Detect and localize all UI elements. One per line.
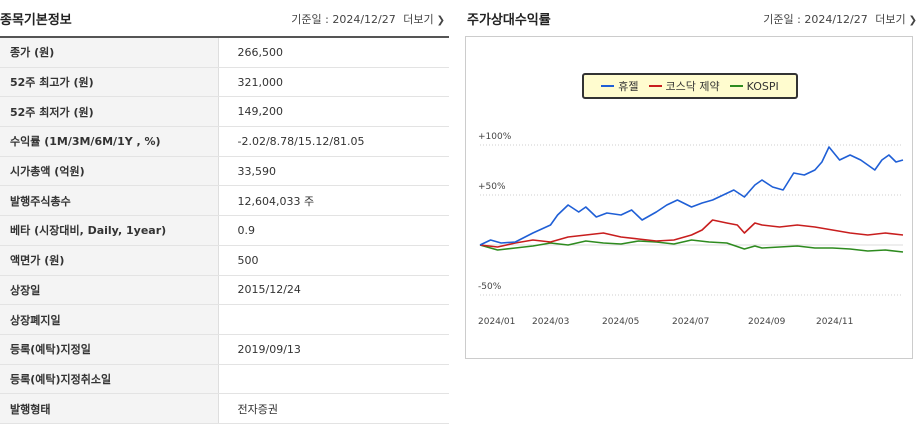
info-row: 상장일 2015/12/24: [0, 275, 449, 306]
info-row-label: 시가총액 (억원): [0, 156, 219, 187]
info-row: 발행주식총수 12,604,033 주: [0, 185, 449, 217]
chart-plot: [479, 144, 904, 296]
series-line: [479, 146, 904, 246]
info-row-value: 전자증권: [218, 393, 449, 424]
info-row: 수익률 (1M/3M/6M/1Y , %) -2.02/8.78/15.12/81…: [0, 126, 449, 157]
info-row: 종가 (원) 266,500: [0, 38, 449, 68]
info-row: 52주 최고가 (원) 321,000: [0, 67, 449, 98]
info-row-label: 발행형태: [0, 393, 219, 424]
info-row: 등록(예탁)지정일 2019/09/13: [0, 334, 449, 365]
legend-label: 휴젤: [618, 80, 639, 93]
info-row-label: 종가 (원): [0, 38, 219, 68]
x-tick-label: 2024/07: [672, 317, 710, 327]
chart-legend: 휴젤 코스닥 제약 KOSPI: [582, 73, 798, 99]
x-tick-label: 2024/05: [602, 317, 640, 327]
info-row-label: 액면가 (원): [0, 245, 219, 276]
info-row-label: 수익률 (1M/3M/6M/1Y , %): [0, 126, 219, 157]
info-row-label: 상장폐지일: [0, 304, 219, 335]
series-line: [479, 219, 904, 248]
chevron-right-icon[interactable]: ❯: [908, 15, 917, 26]
info-row-value: [218, 304, 449, 335]
legend-swatch: [648, 85, 662, 87]
legend-label: 코스닥 제약: [665, 80, 720, 93]
more-link[interactable]: 더보기: [403, 13, 434, 26]
legend-swatch: [601, 85, 615, 87]
y-tick-label: +50%: [478, 182, 506, 192]
info-row-label: 등록(예탁)지정취소일: [0, 364, 219, 395]
ref-date-label: 기준일: [763, 13, 794, 26]
info-row-value: 500: [218, 245, 449, 276]
info-row-value: 0.9: [218, 215, 449, 246]
ref-date-label: 기준일: [291, 13, 322, 26]
basic-info-title: 종목기본정보: [0, 13, 72, 28]
more-link[interactable]: 더보기: [875, 13, 906, 26]
info-row-value: 266,500: [218, 38, 449, 68]
info-row-label: 등록(예탁)지정일: [0, 334, 219, 365]
info-row-value: -2.02/8.78/15.12/81.05: [218, 126, 449, 157]
relative-return-chart: 휴젤 코스닥 제약 KOSPI +100% +50% -50% 2024/01 2024/0…: [465, 36, 913, 359]
info-row-label: 52주 최저가 (원): [0, 96, 219, 128]
info-row: 베타 (시장대비, Daily, 1year) 0.9: [0, 215, 449, 246]
basic-info-panel: 종목기본정보 기준일 : 2024/12/27 더보기 ❯ 종가 (원) 266,5…: [0, 0, 449, 431]
x-tick-label: 2024/01: [478, 317, 516, 327]
x-tick-label: 2024/09: [748, 317, 786, 327]
info-row-value: 321,000: [218, 67, 449, 98]
legend-swatch: [729, 85, 743, 87]
y-tick-label: +100%: [478, 132, 512, 142]
series-line: [479, 239, 904, 253]
info-row: 액면가 (원) 500: [0, 245, 449, 276]
info-row-value: 12,604,033 주: [218, 185, 449, 217]
y-tick-label: -50%: [478, 282, 502, 292]
info-row-value: 33,590: [218, 156, 449, 187]
relative-return-ref: 기준일 : 2024/12/27 더보기 ❯: [763, 13, 917, 26]
info-row-label: 52주 최고가 (원): [0, 67, 219, 98]
ref-date-value: 2024/12/27: [804, 13, 868, 26]
chevron-right-icon[interactable]: ❯: [436, 15, 445, 26]
legend-item: KOSPI: [729, 79, 779, 93]
info-row-value: [218, 364, 449, 395]
info-row: 등록(예탁)지정취소일: [0, 364, 449, 395]
x-tick-label: 2024/11: [816, 317, 854, 327]
x-tick-label: 2024/03: [532, 317, 570, 327]
basic-info-header: 종목기본정보 기준일 : 2024/12/27 더보기 ❯: [0, 0, 449, 38]
info-row-label: 발행주식총수: [0, 185, 219, 217]
info-row: 발행형태 전자증권: [0, 393, 449, 424]
info-row-label: 베타 (시장대비, Daily, 1year): [0, 215, 219, 246]
info-row-value: 2015/12/24: [218, 275, 449, 306]
relative-return-panel: 주가상대수익률 기준일 : 2024/12/27 더보기 ❯ 휴젤 코스닥 제약 KO…: [464, 0, 921, 431]
info-row-value: 2019/09/13: [218, 334, 449, 365]
basic-info-ref: 기준일 : 2024/12/27 더보기 ❯: [291, 13, 445, 26]
info-row: 시가총액 (억원) 33,590: [0, 156, 449, 187]
info-row-label: 상장일: [0, 275, 219, 306]
info-row: 52주 최저가 (원) 149,200: [0, 96, 449, 128]
legend-item: 코스닥 제약: [648, 78, 720, 94]
info-row: 상장폐지일: [0, 304, 449, 335]
basic-info-table: 종가 (원) 266,500 52주 최고가 (원) 321,000 52주 최저가 (…: [0, 38, 449, 424]
relative-return-header: 주가상대수익률 기준일 : 2024/12/27 더보기 ❯: [464, 0, 921, 36]
info-row-value: 149,200: [218, 96, 449, 128]
legend-label: KOSPI: [746, 79, 779, 93]
ref-date-value: 2024/12/27: [332, 13, 396, 26]
legend-item: 휴젤: [601, 78, 639, 94]
relative-return-title: 주가상대수익률: [467, 13, 551, 28]
